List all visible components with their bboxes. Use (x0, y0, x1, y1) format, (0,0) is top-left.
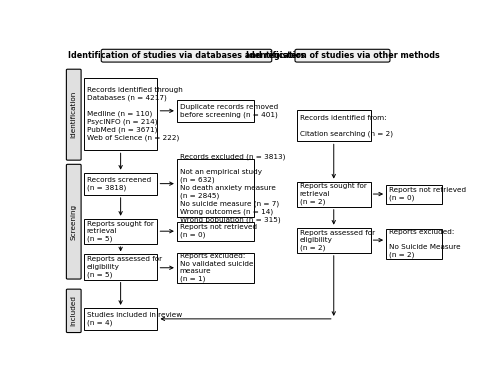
FancyBboxPatch shape (84, 78, 158, 150)
FancyBboxPatch shape (101, 49, 272, 62)
Text: Reports assessed for
eligibility
(n = 2): Reports assessed for eligibility (n = 2) (300, 230, 375, 251)
Text: Identification of studies via databases and registers: Identification of studies via databases … (68, 51, 305, 60)
FancyBboxPatch shape (386, 229, 442, 259)
FancyBboxPatch shape (386, 185, 442, 204)
FancyBboxPatch shape (295, 49, 390, 62)
Text: Records identified through
Databases (n = 4217)

Medline (n = 110)
PsycINFO (n =: Records identified through Databases (n … (86, 87, 182, 141)
Text: Records excluded (n = 3813)

Not an empirical study
(n = 632)
No death anxiety m: Records excluded (n = 3813) Not an empir… (180, 154, 285, 223)
Text: Reports sought for
retrieval
(n = 5): Reports sought for retrieval (n = 5) (86, 220, 154, 242)
Text: Duplicate records removed
before screening (n = 401): Duplicate records removed before screeni… (180, 104, 278, 118)
FancyBboxPatch shape (297, 228, 370, 253)
FancyBboxPatch shape (84, 173, 158, 195)
FancyBboxPatch shape (84, 308, 158, 330)
Text: Reports assessed for
eligibility
(n = 5): Reports assessed for eligibility (n = 5) (86, 256, 162, 278)
Text: Records screened
(n = 3818): Records screened (n = 3818) (86, 177, 151, 191)
FancyBboxPatch shape (177, 100, 254, 122)
Text: Studies included in review
(n = 4): Studies included in review (n = 4) (86, 312, 182, 326)
Text: Reports not retrieved
(n = 0): Reports not retrieved (n = 0) (180, 224, 256, 238)
FancyBboxPatch shape (177, 222, 254, 241)
Text: Reports not retrieved
(n = 0): Reports not retrieved (n = 0) (389, 187, 466, 201)
FancyBboxPatch shape (66, 289, 81, 333)
Text: Reports excluded:

No Suicide Measure
(n = 2): Reports excluded: No Suicide Measure (n … (389, 229, 460, 259)
Text: Identification: Identification (70, 91, 76, 138)
Text: Identification of studies via other methods: Identification of studies via other meth… (246, 51, 440, 60)
FancyBboxPatch shape (84, 254, 158, 279)
FancyBboxPatch shape (66, 164, 81, 279)
FancyBboxPatch shape (84, 219, 158, 244)
Text: Included: Included (70, 295, 76, 326)
FancyBboxPatch shape (177, 159, 254, 217)
FancyBboxPatch shape (66, 69, 81, 160)
FancyBboxPatch shape (297, 110, 370, 141)
FancyBboxPatch shape (177, 253, 254, 283)
FancyBboxPatch shape (297, 181, 370, 207)
Text: Reports excluded:
No validated suicide
measure
(n = 1): Reports excluded: No validated suicide m… (180, 253, 253, 282)
Text: Screening: Screening (70, 204, 76, 240)
Text: Reports sought for
retrieval
(n = 2): Reports sought for retrieval (n = 2) (300, 183, 366, 205)
Text: Records identified from:

Citation searching (n = 2): Records identified from: Citation search… (300, 115, 392, 137)
